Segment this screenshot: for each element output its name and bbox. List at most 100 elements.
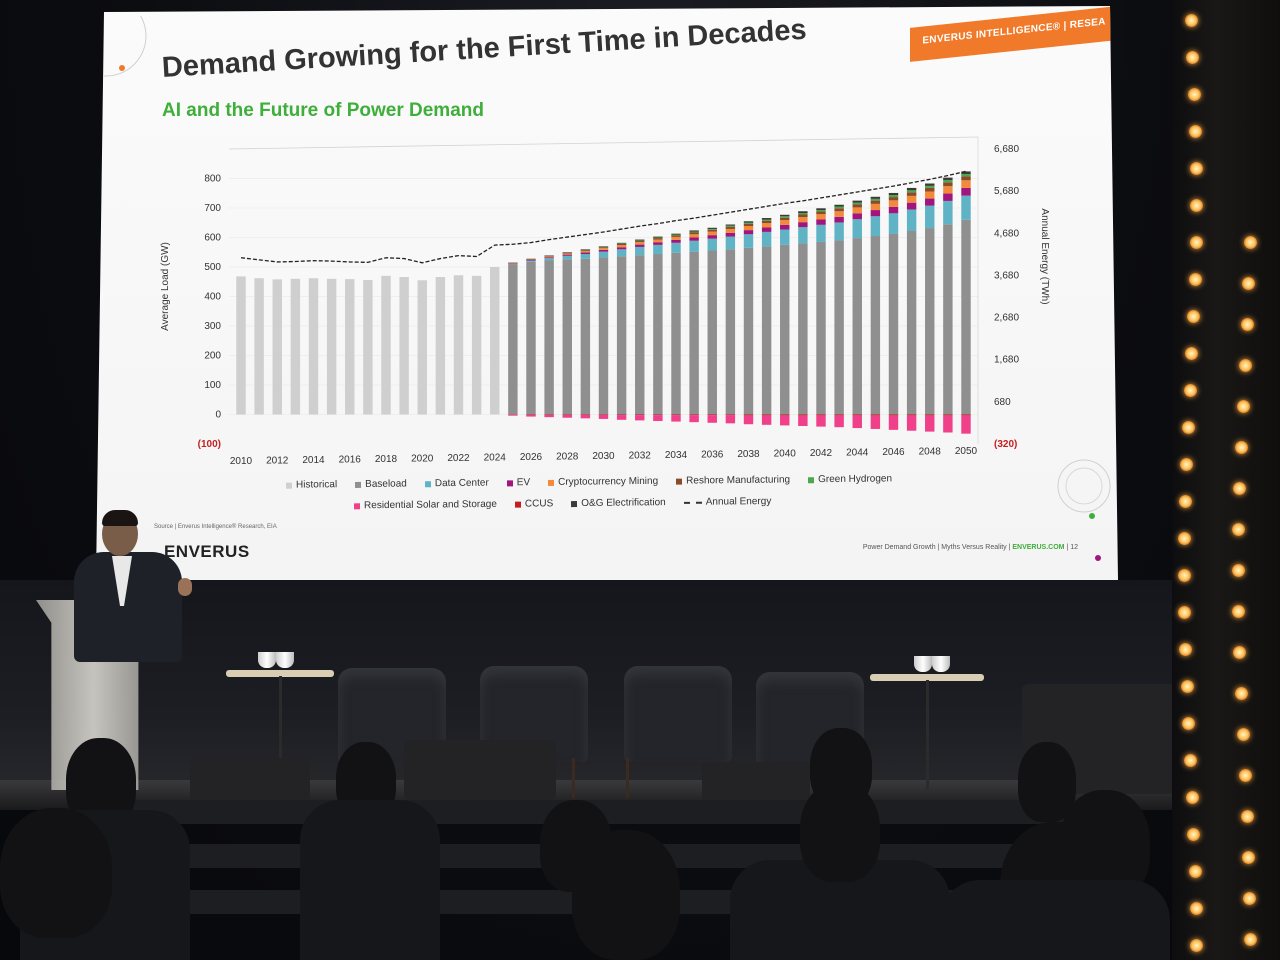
bar-o-g-electrification-2048 [925,183,935,186]
bar-ccus-2042 [816,414,826,416]
x-tick-label: 2026 [520,452,543,463]
bar-o-g-electrification-2049 [943,177,953,180]
bar-o-g-electrification-2038 [743,221,754,223]
bar-ccus-2043 [834,414,844,416]
bar-data-center-2041 [798,227,808,244]
source-note: Source | Enverus Intelligence® Research,… [154,524,277,530]
bar-green-hydrogen-2040 [780,216,790,218]
bar-ccus-2047 [906,414,917,416]
stage-monitor-speaker [404,740,556,800]
bar-ev-2034 [671,239,681,243]
bar-residential-solar-and-storage-2046 [888,415,899,430]
y-tick-label: 700 [204,203,221,214]
bar-green-hydrogen-2036 [707,228,717,230]
bar-green-hydrogen-2047 [906,190,917,193]
bar-data-center-2032 [635,246,645,256]
bar-green-hydrogen-2043 [834,206,844,209]
bar-reshore-manufacturing-2040 [780,217,790,221]
legend-swatch-crypto [548,479,555,486]
bar-reshore-manufacturing-2041 [798,214,808,218]
bar-ev-2042 [816,219,826,225]
bar-residential-solar-and-storage-2045 [870,415,881,429]
bar-green-hydrogen-2050 [961,174,971,177]
legend-label: CCUS [524,498,554,510]
x-tick-label: 2036 [701,450,724,461]
bar-residential-solar-and-storage-2042 [816,415,826,427]
bar-cryptocurrency-mining-2029 [580,251,591,253]
marquee-bulb [1182,717,1196,730]
footer-note: Power Demand Growth | Myths Versus Reali… [863,544,1078,551]
marquee-bulb [1185,347,1199,360]
bar-o-g-electrification-2050 [961,171,971,175]
bar-cryptocurrency-mining-2047 [906,195,917,203]
bar-o-g-electrification-2043 [834,204,844,207]
bar-ev-2041 [798,222,808,228]
bar-ccus-2028 [562,414,572,415]
bar-ccus-2031 [616,414,627,416]
y-tick-label: (100) [198,439,221,450]
bar-data-center-2038 [743,234,754,248]
bar-o-g-electrification-2026 [526,258,536,260]
slide-subtitle: AI and the Future of Power Demand [162,100,484,121]
bar-cryptocurrency-mining-2048 [925,191,935,199]
bar-residential-solar-and-storage-2030 [598,414,609,419]
bar-ccus-2050 [961,414,971,416]
bar-residential-solar-and-storage-2040 [780,415,790,426]
marquee-bulb [1234,687,1248,700]
bar-reshore-manufacturing-2026 [526,259,536,260]
bar-cryptocurrency-mining-2044 [852,207,862,214]
bar-ev-2037 [725,232,736,237]
bar-baseload-2037 [725,249,736,415]
bar-ev-2040 [780,224,790,230]
logo-accent: _ [154,542,164,561]
bar-cryptocurrency-mining-2043 [834,211,844,217]
x-tick-label: 2024 [484,453,507,464]
bar-reshore-manufacturing-2038 [743,223,754,226]
legend-label: Data Center [434,477,489,490]
gridline-top [228,136,979,150]
x-tick-label: 2030 [592,451,615,462]
bar-cryptocurrency-mining-2032 [635,242,645,245]
marquee-bulb [1232,564,1245,577]
chair-leg [626,758,629,798]
bar-reshore-manufacturing-2044 [852,204,862,208]
bar-ccus-2032 [635,414,645,416]
bar-ccus-2038 [743,414,754,416]
bar-data-center-2030 [598,251,609,258]
bar-cryptocurrency-mining-2038 [743,225,754,231]
bar-green-hydrogen-2046 [888,195,899,198]
bar-reshore-manufacturing-2028 [562,252,572,254]
y2-tick-label: 2,680 [994,313,1019,324]
legend-historical: Historical [285,479,337,491]
legend-baseload: Baseload [355,478,407,490]
bar-reshore-manufacturing-2050 [961,176,971,181]
bar-residential-solar-and-storage-2044 [852,415,862,429]
bar-historical-2023 [471,275,482,415]
bar-baseload-2028 [562,259,572,415]
bar-cryptocurrency-mining-2034 [671,236,681,240]
bar-residential-solar-and-storage-2036 [707,415,717,423]
presenter-hand [178,578,192,596]
bar-data-center-2026 [526,260,536,262]
bar-residential-solar-and-storage-2026 [526,414,536,417]
y-tick-label: 300 [204,321,221,332]
bar-ccus-2048 [925,414,935,416]
footer-url: ENVERUS.COM [1012,544,1065,551]
marquee-bulb [1189,199,1203,212]
bar-reshore-manufacturing-2034 [671,235,681,237]
bar-ev-2027 [544,257,554,259]
bar-ccus-2037 [725,414,736,416]
bar-residential-solar-and-storage-2041 [798,415,808,427]
bar-reshore-manufacturing-2039 [761,220,772,224]
marquee-bulb [1240,318,1254,331]
y-tick-label: 800 [204,174,221,185]
legend-swatch-residential [353,502,361,509]
bar-baseload-2049 [943,224,953,415]
bar-data-center-2034 [671,242,681,253]
chart-legend: Historical Baseload Data Center EV Crypt… [276,473,996,518]
bar-historical-2018 [381,275,391,415]
bar-cryptocurrency-mining-2033 [653,239,663,243]
x-tick-label: 2038 [737,449,760,460]
bar-historical-2014 [308,278,319,415]
marquee-bulb [1232,523,1246,536]
